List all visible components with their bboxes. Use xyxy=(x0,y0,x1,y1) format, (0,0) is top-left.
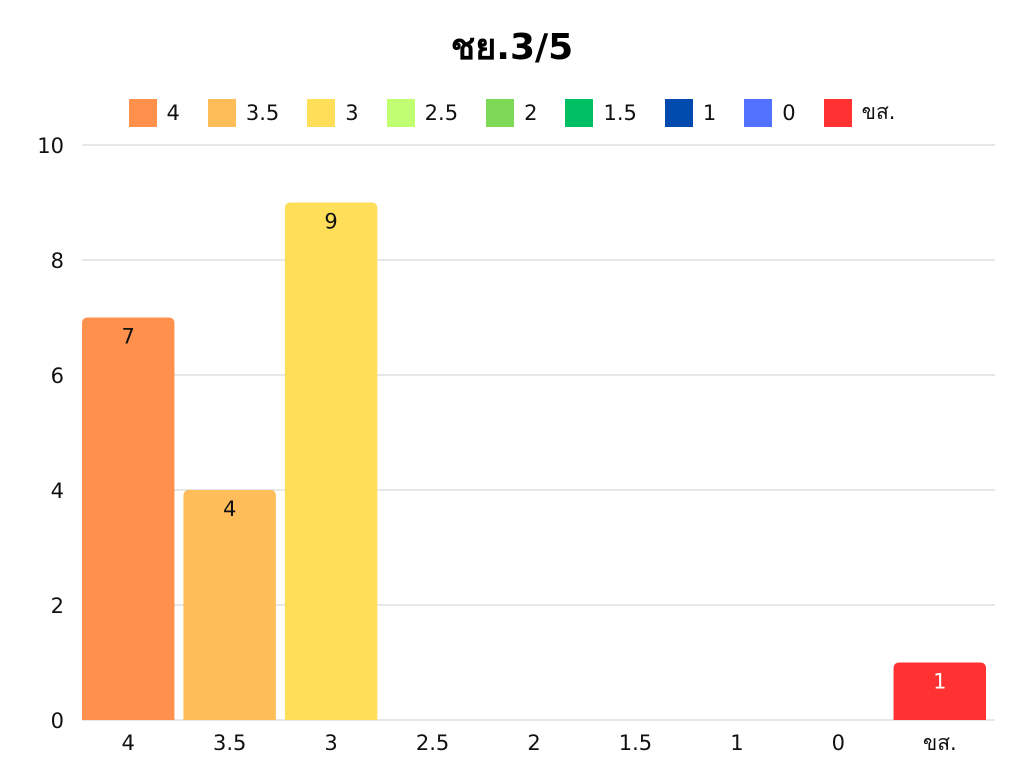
legend-swatch xyxy=(664,98,693,127)
x-tick-label: 2.5 xyxy=(416,731,449,755)
legend-item: 2.5 xyxy=(386,96,459,129)
bar xyxy=(183,490,276,720)
legend-label: 3.5 xyxy=(245,100,280,125)
data-label: 7 xyxy=(122,325,135,349)
x-tick-label: 3 xyxy=(324,731,337,755)
x-tick-label: 1 xyxy=(730,731,743,755)
y-tick-label: 2 xyxy=(51,594,64,618)
legend-swatch xyxy=(486,98,515,127)
chart-title: ชย.3/5 xyxy=(450,27,574,68)
legend-swatch xyxy=(744,98,773,127)
legend-swatch xyxy=(307,98,336,127)
legend-item: 0 xyxy=(744,96,796,129)
bar xyxy=(893,662,986,720)
x-tick-label: 3.5 xyxy=(213,731,246,755)
legend-item: 1.5 xyxy=(565,96,637,129)
x-tick-label: 1.5 xyxy=(619,731,652,755)
y-tick-label: 6 xyxy=(51,364,64,388)
legend: 4 3.5 3 2.5 2 1.5 1 0 ขส. xyxy=(0,96,1024,129)
legend-label: 0 xyxy=(782,100,796,125)
legend-label: ขส. xyxy=(861,100,896,124)
y-tick-label: 10 xyxy=(37,134,64,158)
x-tick-label: ขส. xyxy=(923,731,957,755)
legend-swatch xyxy=(207,98,236,127)
legend-swatch xyxy=(386,98,415,127)
legend-item: ขส. xyxy=(823,96,896,129)
legend-label: 2 xyxy=(524,100,538,125)
legend-swatch xyxy=(128,98,157,127)
legend-label: 1 xyxy=(702,100,717,125)
legend-swatch xyxy=(823,98,852,127)
legend-label: 4 xyxy=(166,100,180,125)
legend-item: 4 xyxy=(128,96,180,129)
legend-label: 1.5 xyxy=(603,100,637,125)
bar xyxy=(284,202,378,720)
y-tick-label: 8 xyxy=(51,249,64,273)
bar xyxy=(82,317,175,720)
y-tick-label: 4 xyxy=(51,479,64,503)
x-tick-label: 2 xyxy=(527,731,540,755)
legend-item: 1 xyxy=(664,96,717,129)
x-tick-label: 0 xyxy=(832,731,845,755)
data-label: 1 xyxy=(933,670,946,694)
legend-item: 3 xyxy=(307,96,359,129)
data-label: 4 xyxy=(223,497,236,521)
legend-swatch xyxy=(565,98,594,127)
x-tick-label: 4 xyxy=(122,731,135,755)
legend-item: 3.5 xyxy=(207,96,280,129)
y-tick-label: 0 xyxy=(51,709,64,733)
legend-label: 2.5 xyxy=(424,100,459,125)
data-label: 9 xyxy=(324,210,337,234)
legend-item: 2 xyxy=(486,96,537,129)
legend-label: 3 xyxy=(345,100,359,125)
